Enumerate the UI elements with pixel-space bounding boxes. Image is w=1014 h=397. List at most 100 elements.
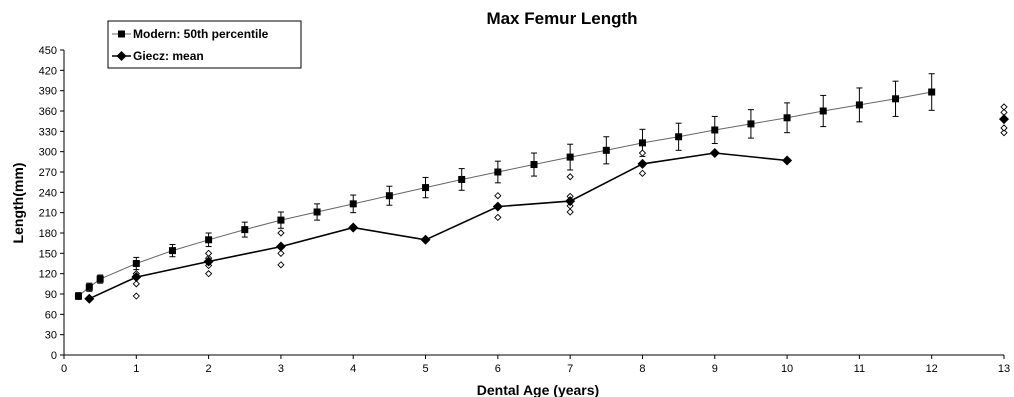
x-tick-label: 1	[133, 363, 139, 375]
modern-point	[241, 226, 249, 234]
individual-point	[1000, 124, 1008, 132]
modern-point	[85, 283, 93, 291]
modern-point	[819, 107, 827, 115]
modern-point	[422, 184, 430, 192]
modern-point	[349, 200, 357, 208]
plot-area	[74, 73, 1009, 304]
legend-marker-modern	[118, 30, 125, 38]
individual-point	[494, 192, 502, 200]
modern-point	[747, 120, 755, 128]
modern-point	[205, 236, 213, 244]
modern-point	[855, 101, 863, 109]
modern-point	[458, 175, 466, 183]
giecz-point	[637, 158, 648, 169]
giecz-point	[999, 114, 1009, 125]
legend-item-giecz: Giecz: mean	[112, 49, 204, 63]
modern-point	[566, 153, 574, 161]
giecz-point	[275, 241, 286, 252]
giecz-series-line	[88, 152, 788, 300]
modern-point	[783, 114, 791, 122]
individual-point	[1000, 103, 1008, 111]
individual-point	[132, 280, 140, 288]
y-tick-label: 60	[45, 309, 57, 321]
giecz-point	[492, 201, 503, 212]
individual-point	[638, 169, 647, 177]
giecz-point	[565, 196, 576, 207]
modern-point	[530, 161, 538, 169]
y-tick-label: 390	[39, 86, 57, 98]
individual-point	[494, 213, 502, 222]
modern-point	[313, 208, 321, 216]
x-tick-label: 13	[998, 363, 1010, 375]
individual-point	[204, 270, 213, 278]
y-axis-ticks: 0 30 60 90 120 150 180 210 240 270 300 330 360 390 420…	[39, 45, 64, 362]
legend: Modern: 50th percentile Giecz: mean	[107, 20, 302, 69]
modern-point	[675, 133, 683, 141]
modern-point	[928, 88, 936, 96]
x-tick-label: 7	[567, 363, 573, 375]
legend-label-giecz: Giecz: mean	[133, 49, 204, 63]
modern-point	[711, 126, 719, 134]
giecz-point	[131, 272, 142, 283]
y-tick-label: 240	[39, 187, 57, 199]
x-tick-label: 3	[278, 363, 284, 375]
y-axis-title: Length(mm)	[10, 163, 26, 244]
y-tick-label: 330	[39, 126, 57, 138]
giecz-point	[203, 256, 214, 267]
individual-point	[277, 229, 285, 237]
y-tick-label: 420	[39, 65, 57, 77]
x-tick-label: 6	[495, 363, 501, 375]
x-tick-label: 11	[854, 363, 865, 375]
y-tick-label: 150	[39, 248, 57, 260]
modern-point	[74, 292, 82, 300]
y-tick-label: 0	[51, 350, 57, 362]
y-tick-label: 210	[39, 208, 57, 220]
modern-point	[602, 146, 610, 154]
legend-label-modern: Modern: 50th percentile	[133, 27, 269, 41]
modern-point	[277, 216, 285, 224]
x-tick-label: 2	[206, 363, 212, 375]
individual-point	[277, 249, 285, 257]
modern-point	[385, 192, 393, 200]
legend-box	[107, 20, 302, 69]
chart-title: Max Femur Length	[486, 9, 637, 28]
individual-point	[277, 261, 285, 269]
giecz-point	[348, 222, 359, 233]
axes	[63, 50, 1004, 356]
x-tick-label: 12	[926, 363, 938, 375]
x-tick-label: 8	[639, 363, 645, 375]
giecz-point	[420, 234, 431, 245]
x-tick-label: 5	[422, 363, 428, 375]
y-tick-label: 180	[39, 228, 57, 240]
y-tick-label: 300	[39, 147, 57, 159]
modern-series-line	[78, 91, 932, 297]
giecz-point	[84, 293, 95, 304]
giecz-point	[782, 155, 793, 166]
modern-point	[638, 139, 646, 147]
modern-point	[168, 247, 176, 255]
individual-point	[204, 249, 213, 257]
y-tick-label: 360	[39, 106, 57, 118]
x-tick-label: 0	[61, 363, 67, 375]
legend-items: Modern: 50th percentile Giecz: mean	[112, 27, 269, 63]
modern-point	[132, 260, 140, 267]
y-tick-label: 270	[39, 167, 57, 179]
x-axis-ticks: 0 1 2 3 4 5 6 7 8 9 10 11 12 13	[61, 355, 1010, 375]
modern-point	[96, 275, 104, 283]
x-tick-label: 10	[781, 363, 793, 375]
modern-point	[494, 168, 502, 176]
x-axis-title: Dental Age (years)	[477, 382, 599, 397]
individual-point	[638, 149, 647, 157]
y-tick-label: 90	[45, 289, 57, 301]
x-tick-label: 9	[712, 363, 718, 375]
individual-point	[1000, 129, 1008, 137]
individual-point	[566, 173, 574, 181]
y-tick-label: 120	[39, 269, 57, 281]
giecz-point	[709, 148, 720, 159]
y-tick-label: 450	[39, 45, 57, 57]
modern-point	[892, 95, 900, 103]
y-tick-label: 30	[45, 330, 57, 342]
legend-marker-giecz	[116, 51, 127, 61]
individual-point	[566, 208, 574, 216]
